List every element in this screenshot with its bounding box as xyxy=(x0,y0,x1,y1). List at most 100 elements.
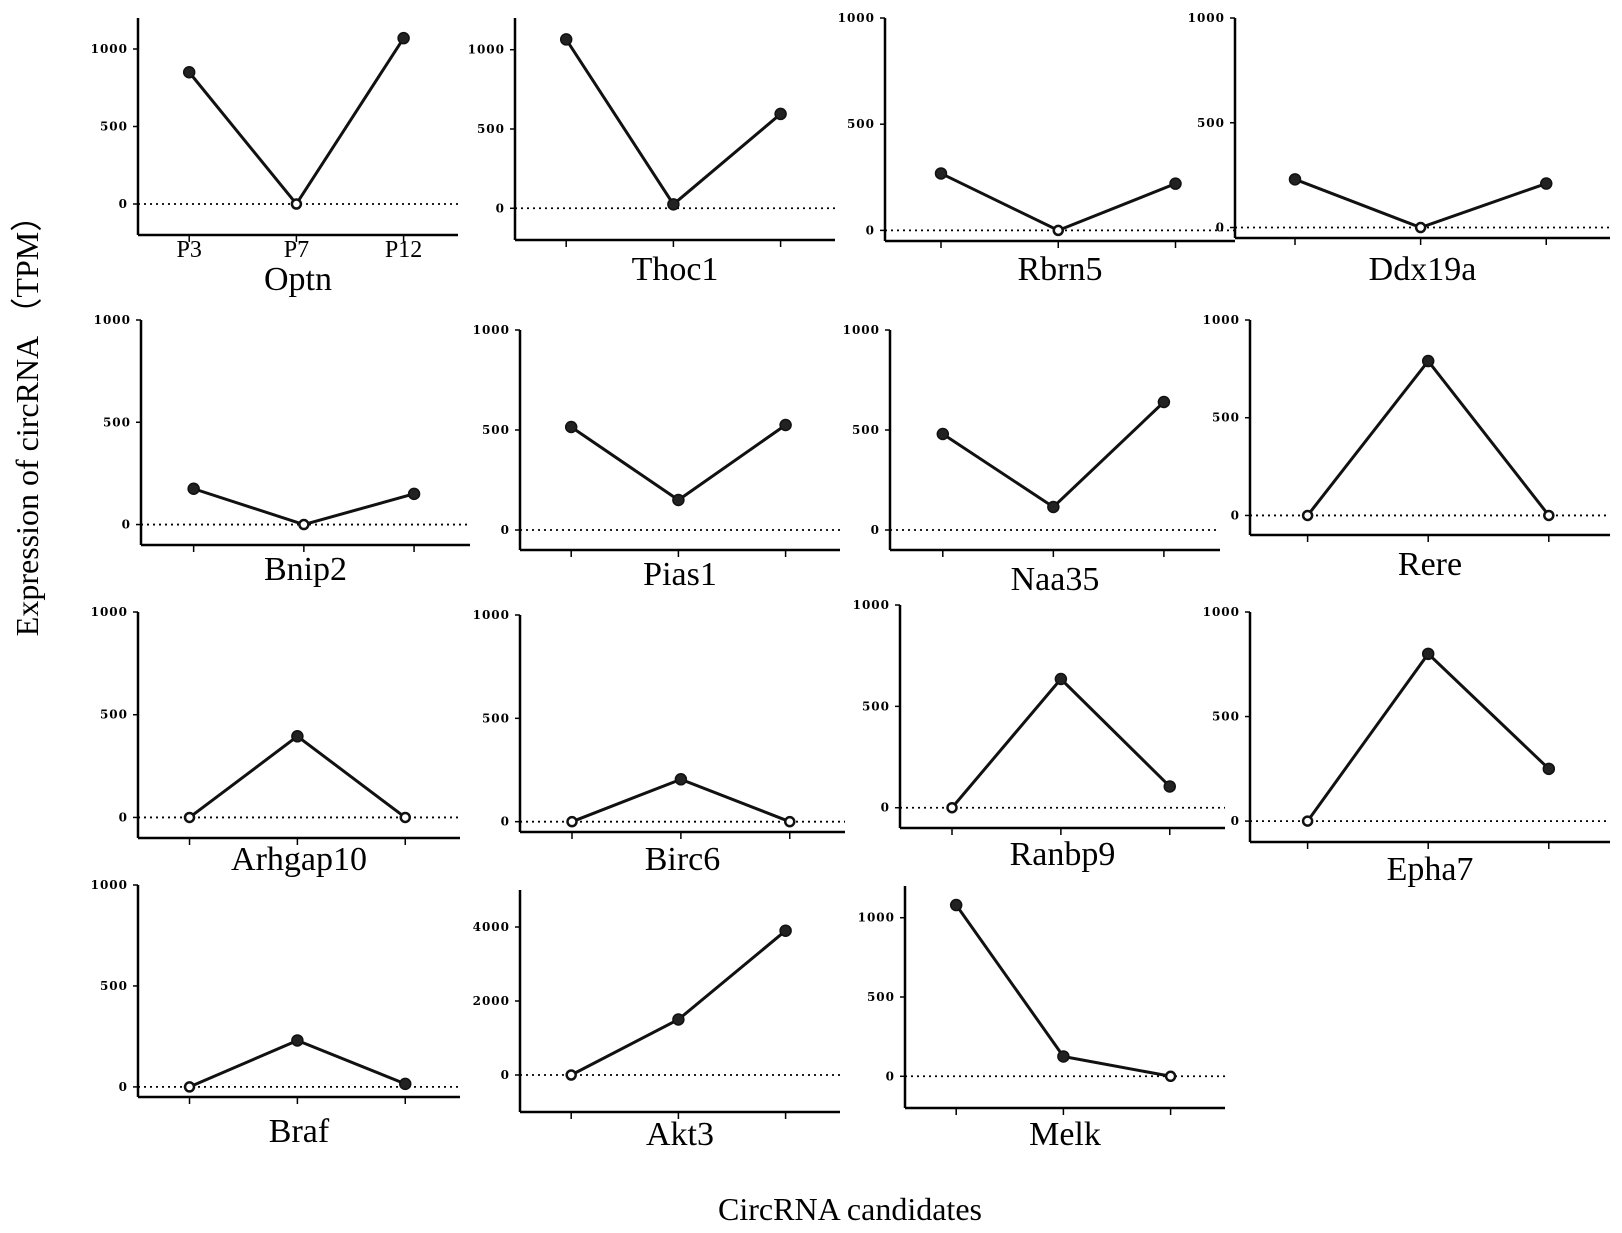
series-line xyxy=(571,777,791,824)
panel-title: Akt3 xyxy=(646,1116,714,1153)
panel-title: Naa35 xyxy=(1011,561,1100,598)
panel-ranbp9: 0 500 1000 Ranbp9 xyxy=(853,598,1225,873)
panel-title: Pias1 xyxy=(643,556,717,593)
panel-title: Rere xyxy=(1398,546,1462,583)
data-point xyxy=(298,518,310,531)
y-tick-label: 1000 xyxy=(473,608,510,622)
y-tick-label: 2000 xyxy=(473,994,510,1008)
data-point xyxy=(946,801,958,814)
data-point xyxy=(1421,647,1435,661)
y-tick-label: 500 xyxy=(100,120,128,134)
panel-title: Epha7 xyxy=(1387,851,1474,888)
y-tick-label: 1000 xyxy=(843,323,880,337)
data-point xyxy=(1301,509,1314,522)
y-tick-label: 1000 xyxy=(473,323,510,337)
y-tick-label: 500 xyxy=(482,711,510,725)
y-tick-label: 1000 xyxy=(94,313,131,327)
y-tick-label: 0 xyxy=(119,810,128,824)
x-axis-label: CircRNA candidates xyxy=(718,1191,982,1227)
data-point xyxy=(565,1069,577,1081)
y-tick-label: 1000 xyxy=(91,605,128,619)
y-tick-label: 0 xyxy=(501,815,510,829)
data-point xyxy=(949,898,963,912)
panel-title: Bnip2 xyxy=(264,551,347,588)
y-tick-label: 1000 xyxy=(468,43,505,57)
data-point xyxy=(1047,500,1060,514)
panel-title: Melk xyxy=(1029,1116,1101,1153)
y-tick-label: 0 xyxy=(122,518,131,532)
data-point xyxy=(774,107,787,121)
data-point xyxy=(399,1077,412,1091)
y-tick-label: 1000 xyxy=(91,878,128,892)
y-tick-label: 500 xyxy=(482,423,510,437)
series-line xyxy=(950,676,1171,809)
x-tick-label: P3 xyxy=(177,237,202,263)
panel-braf: 0 500 1000 Braf xyxy=(91,878,460,1150)
data-point xyxy=(183,811,196,824)
data-point xyxy=(407,487,421,501)
data-point xyxy=(1157,395,1171,409)
data-point xyxy=(182,66,196,79)
data-point xyxy=(187,482,200,495)
panel-title: Ddx19a xyxy=(1369,251,1477,288)
y-tick-label: 0 xyxy=(496,201,505,215)
data-point xyxy=(1169,177,1182,190)
panel-title: Birc6 xyxy=(645,841,721,878)
panel-title: Ranbp9 xyxy=(1010,836,1116,873)
y-tick-label: 500 xyxy=(100,979,128,993)
y-tick-label: 1000 xyxy=(853,598,890,612)
panel-melk: 0 500 1000 Melk xyxy=(858,886,1225,1153)
series-line xyxy=(1306,651,1550,822)
y-tick-label: 1000 xyxy=(838,11,875,25)
panel-rbrn5: 0 500 1000 Rbrn5 xyxy=(838,11,1235,288)
panel-rere: 0 500 1000 Rere xyxy=(1203,313,1610,583)
data-point xyxy=(672,493,685,507)
y-axis-label: Expression of circRNA （TPM） xyxy=(9,200,45,636)
series-line xyxy=(188,37,405,207)
y-tick-label: 4000 xyxy=(473,920,510,934)
data-point xyxy=(779,418,792,432)
y-tick-label: 0 xyxy=(871,523,880,537)
data-point xyxy=(399,811,412,824)
y-tick-label: 500 xyxy=(862,699,890,713)
series-line xyxy=(1294,177,1547,230)
data-point xyxy=(291,730,304,743)
data-point xyxy=(936,427,950,441)
data-point xyxy=(1414,221,1427,234)
panel-epha7: 0 500 1000 Epha7 xyxy=(1203,605,1610,888)
data-point xyxy=(1052,224,1064,237)
y-tick-label: 500 xyxy=(867,990,895,1004)
panel-naa35: 0 500 1000 Naa35 xyxy=(843,323,1220,598)
y-tick-label: 500 xyxy=(852,423,880,437)
data-point xyxy=(1057,1050,1070,1063)
y-tick-label: 0 xyxy=(881,801,890,815)
y-tick-label: 500 xyxy=(847,117,875,131)
data-point xyxy=(1288,173,1302,186)
panel-grid: 0 500 1000 P3 P7 P12 Optn 0 500 1000 Thoc1 0 500 1000… xyxy=(91,11,1610,1153)
y-tick-label: 0 xyxy=(501,523,510,537)
data-point xyxy=(784,815,796,828)
y-tick-label: 0 xyxy=(1216,221,1225,235)
panel-title: Thoc1 xyxy=(632,251,719,288)
y-tick-label: 0 xyxy=(119,197,128,211)
panel-thoc1: 0 500 1000 Thoc1 xyxy=(468,18,835,288)
data-point xyxy=(1421,354,1435,368)
series-line xyxy=(570,929,787,1077)
series-line xyxy=(188,734,407,819)
y-tick-label: 0 xyxy=(501,1068,510,1082)
panel-title: Rbrn5 xyxy=(1018,251,1103,288)
data-point xyxy=(667,198,680,211)
data-point xyxy=(183,1081,196,1093)
series-line xyxy=(570,423,787,502)
y-tick-label: 0 xyxy=(866,223,875,237)
data-point xyxy=(934,167,948,180)
data-point xyxy=(672,1013,685,1026)
panel-birc6: 0 500 1000 Birc6 xyxy=(473,608,845,878)
panel-bnip2: 0 500 1000 Bnip2 xyxy=(94,313,470,588)
y-tick-label: 1000 xyxy=(1188,11,1225,25)
y-tick-label: 1000 xyxy=(1203,313,1240,327)
y-tick-label: 0 xyxy=(1231,508,1240,522)
data-point xyxy=(559,33,573,46)
data-point xyxy=(564,420,578,434)
